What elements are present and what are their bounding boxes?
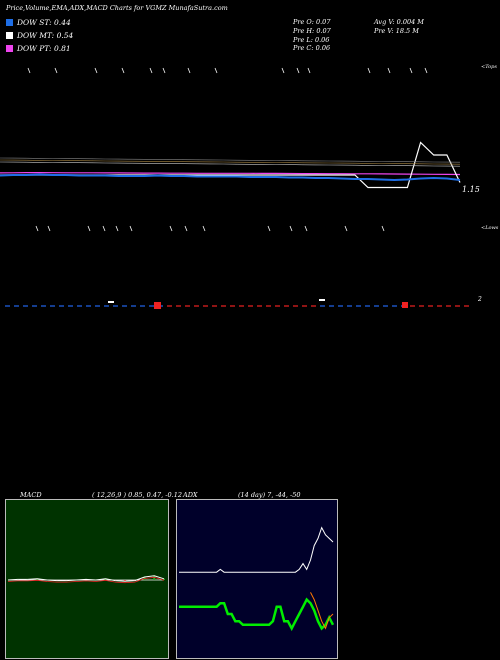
legend-swatch-pt	[6, 45, 13, 52]
lows-label: <Lows	[481, 225, 499, 231]
tops-label: <Tops	[481, 64, 497, 70]
adx-series-line	[179, 526, 334, 573]
legend-dow-st: DOW ST: 0.44	[6, 18, 71, 27]
volume-bar	[108, 301, 114, 303]
top-marker	[162, 67, 166, 74]
top-marker	[149, 67, 153, 74]
top-marker	[281, 67, 285, 74]
top-marker	[187, 67, 191, 74]
low-marker	[289, 225, 293, 232]
ema-band-line	[0, 157, 461, 163]
legend-dow-mt: DOW MT: 0.54	[6, 31, 73, 40]
low-marker	[184, 225, 188, 232]
low-marker	[304, 225, 308, 232]
low-marker	[169, 225, 173, 232]
adx-title: ADX	[183, 491, 198, 499]
macd-signal-line	[7, 576, 165, 584]
adx-series-line	[310, 592, 334, 630]
top-marker	[387, 67, 391, 74]
macd-params: ( 12,26,9 ) 0.85, 0.47, -0.12	[92, 491, 182, 499]
ema-band-line	[0, 159, 461, 165]
top-marker	[54, 67, 58, 74]
volume-bar	[319, 299, 325, 301]
low-marker	[267, 225, 271, 232]
low-marker	[87, 225, 91, 232]
stat-avg-volume: Avg V: 0.004 M	[374, 18, 424, 26]
stat-prev-volume: Pre V: 18.5 M	[374, 27, 419, 35]
low-marker	[344, 225, 348, 232]
top-marker	[367, 67, 371, 74]
legend-label-pt: DOW PT: 0.81	[17, 44, 71, 53]
legend-swatch-mt	[6, 32, 13, 39]
low-marker	[47, 225, 51, 232]
top-marker	[296, 67, 300, 74]
chart-title: Price,Volume,EMA,ADX,MACD Charts for VGM…	[6, 4, 228, 12]
low-marker	[202, 225, 206, 232]
macd-title: MACD	[20, 491, 42, 499]
volume-bar	[402, 302, 408, 308]
adx-params: (14 day) 7, -44, -50	[238, 491, 301, 499]
macd-line	[7, 575, 165, 582]
top-marker	[424, 67, 428, 74]
stat-prev-low: Pre L: 0.06	[293, 36, 330, 44]
legend-label-mt: DOW MT: 0.54	[17, 31, 74, 40]
low-marker	[102, 225, 106, 232]
stat-prev-close: Pre C: 0.06	[293, 44, 331, 52]
top-marker	[27, 67, 31, 74]
top-marker	[121, 67, 125, 74]
legend-dow-pt: DOW PT: 0.81	[6, 44, 71, 53]
volume-bar	[154, 302, 161, 309]
volume-tag: 2	[478, 296, 482, 303]
top-marker	[214, 67, 218, 74]
low-marker	[35, 225, 39, 232]
low-marker	[115, 225, 119, 232]
price-series-line	[0, 172, 461, 176]
legend-label-st: DOW ST: 0.44	[17, 18, 71, 27]
stat-prev-open: Pre O: 0.07	[293, 18, 331, 26]
top-marker	[307, 67, 311, 74]
price-series-line	[0, 173, 461, 182]
legend-swatch-st	[6, 19, 13, 26]
top-marker	[409, 67, 413, 74]
ema-band-line	[0, 161, 461, 167]
adx-series-line	[179, 597, 335, 632]
low-marker	[381, 225, 385, 232]
adx-panel	[176, 499, 338, 659]
stat-prev-high: Pre H: 0.07	[293, 27, 331, 35]
low-marker	[129, 225, 133, 232]
price-tag: 1.15	[462, 185, 480, 194]
top-marker	[94, 67, 98, 74]
